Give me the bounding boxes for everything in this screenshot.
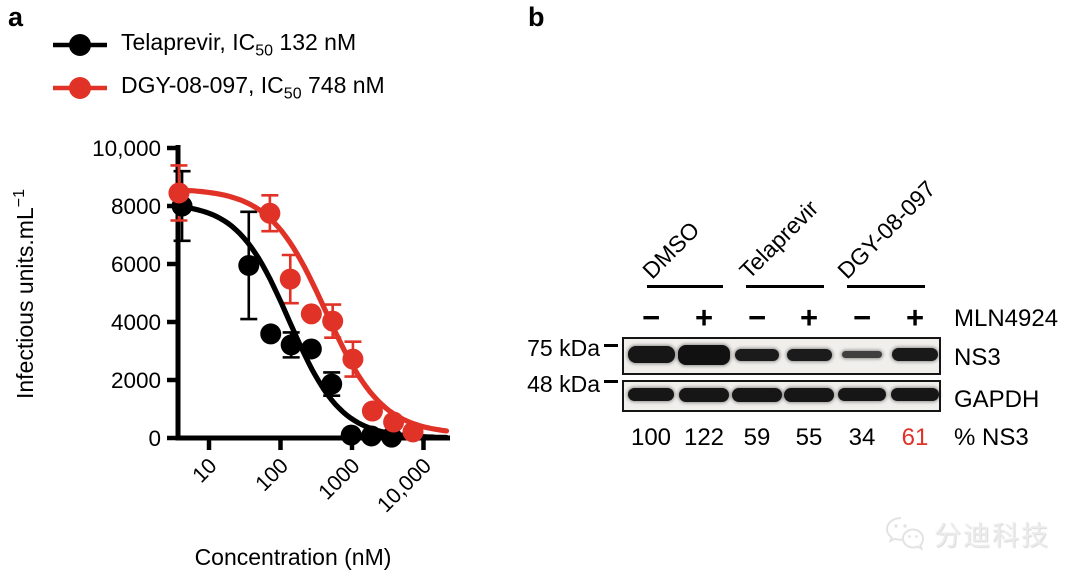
plus-sign: + [905, 300, 925, 335]
group-label-telaprevir: Telaprevir [734, 194, 824, 284]
watermark-text: 分迪科技 [934, 521, 1050, 551]
blot-ns3 [622, 337, 941, 375]
data-point-DGY-08-097 [322, 310, 344, 332]
band-gapdh-lane-2 [679, 387, 729, 402]
data-point-DGY-08-097 [168, 182, 190, 204]
marker-48kda-tick [604, 380, 618, 383]
band-ns3-lane-4 [786, 348, 832, 361]
panel-a-label: a [8, 2, 24, 32]
pct-ns3-value-lane-3: 59 [743, 424, 771, 451]
legend-item-dgy: DGY-08-097, IC50 748 nM [52, 72, 385, 103]
x-tick-label: 100 [251, 454, 293, 496]
plus-sign: + [799, 300, 819, 335]
band-ns3-lane-6 [892, 348, 938, 361]
y-tick-label: 8000 [111, 194, 161, 219]
y-tick-label: 0 [148, 426, 161, 451]
legend-item-telaprevir: Telaprevir, IC50 132 nM [52, 29, 357, 60]
minus-sign: − [641, 300, 661, 335]
blot-label-ns3: NS3 [954, 344, 1001, 371]
mln4924-label: MLN4924 [954, 305, 1059, 332]
panel-b-label: b [528, 2, 545, 32]
data-point-Telaprevir [360, 425, 382, 447]
data-point-DGY-08-097 [361, 400, 383, 422]
plus-sign: + [694, 300, 714, 335]
band-gapdh-lane-4 [784, 387, 834, 402]
band-gapdh-lane-5 [838, 388, 886, 401]
data-point-Telaprevir [321, 373, 343, 395]
band-ns3-lane-2 [678, 344, 730, 365]
wechat-icon [885, 516, 925, 551]
data-point-DGY-08-097 [279, 268, 301, 290]
data-point-DGY-08-097 [402, 421, 424, 443]
band-gapdh-lane-3 [732, 387, 782, 402]
data-point-Telaprevir [340, 424, 362, 446]
y-tick-label: 4000 [111, 310, 161, 335]
data-point-DGY-08-097 [259, 202, 281, 224]
data-point-Telaprevir [300, 338, 322, 360]
group-underline-dgy [847, 285, 925, 288]
marker-75kda-tick [604, 344, 618, 347]
blot-gapdh [622, 380, 941, 412]
blot-label-gapdh: GAPDH [954, 386, 1040, 413]
band-ns3-lane-1 [627, 346, 675, 363]
marker-75kda: 75 kDa [527, 335, 600, 361]
pct-ns3-label: % NS3 [954, 424, 1029, 451]
pct-ns3-value-lane-1: 100 [630, 424, 672, 451]
pct-ns3-value-lane-5: 34 [848, 424, 876, 451]
band-ns3-lane-3 [735, 348, 779, 361]
legend-marker-black [53, 34, 107, 56]
minus-sign: − [747, 300, 767, 335]
legend-marker-red [53, 77, 107, 99]
pct-ns3-value-lane-4: 55 [795, 424, 823, 451]
data-point-DGY-08-097 [342, 348, 364, 370]
watermark: 分迪科技 [884, 514, 1050, 553]
x-axis-title: Concentration (nM) [195, 544, 392, 570]
pct-ns3-value-lane-2: 122 [683, 424, 725, 451]
x-tick-label: 10 [188, 454, 222, 488]
minus-sign: − [852, 300, 872, 335]
y-tick-label: 2000 [111, 368, 161, 393]
band-gapdh-lane-6 [891, 388, 939, 401]
group-underline-dmso [647, 285, 723, 288]
data-point-Telaprevir [260, 323, 282, 345]
x-tick-label: 10,000 [373, 454, 436, 517]
group-label-dmso: DMSO [637, 216, 705, 284]
pct-ns3-value-lane-6: 61 [901, 424, 929, 451]
data-point-Telaprevir [238, 254, 260, 276]
y-tick-label: 6000 [111, 252, 161, 277]
data-point-Telaprevir [280, 334, 302, 356]
group-label-dgy: DGY-08-097 [832, 175, 941, 284]
legend-label-telaprevir: Telaprevir, IC50 132 nM [121, 29, 357, 60]
y-tick-label: 10,000 [92, 136, 161, 161]
marker-48kda: 48 kDa [527, 371, 600, 397]
band-ns3-lane-5 [842, 351, 882, 358]
legend-label-dgy: DGY-08-097, IC50 748 nM [121, 72, 385, 103]
group-underline-telaprevir [746, 285, 824, 288]
y-axis-title: Infectious units.mL−1 [11, 189, 38, 399]
data-point-DGY-08-097 [300, 303, 322, 325]
x-tick-label: 1000 [314, 454, 365, 505]
data-point-DGY-08-097 [383, 411, 405, 433]
band-gapdh-lane-1 [628, 388, 674, 401]
